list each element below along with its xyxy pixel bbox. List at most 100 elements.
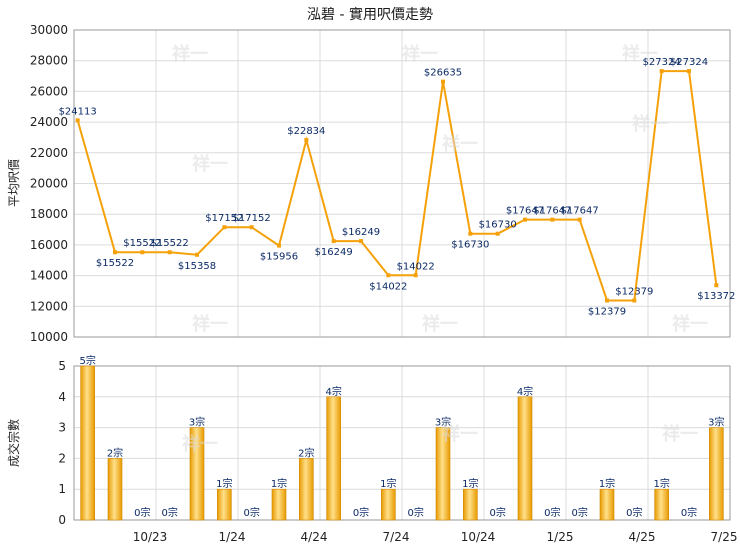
price-point [75, 118, 80, 123]
price-point [413, 273, 418, 278]
price-data-label: $14022 [397, 261, 435, 272]
price-data-label: $13372 [697, 291, 735, 302]
x-tick-label: 4/24 [301, 530, 328, 544]
volume-bar-label: 0宗 [489, 506, 505, 519]
volume-bar [435, 427, 451, 521]
price-point [249, 225, 254, 230]
x-tick-label: 1/25 [547, 530, 574, 544]
price-tick-label: 12000 [30, 299, 68, 313]
price-axis-label: 平均呎價 [7, 159, 21, 207]
price-data-label: $27324 [670, 57, 708, 68]
price-point [441, 79, 445, 84]
volume-bar-label: 0宗 [571, 506, 587, 519]
price-data-label: $12379 [615, 286, 653, 297]
price-line [76, 70, 718, 302]
watermark-text: 祥一 [442, 423, 478, 445]
price-point [550, 217, 555, 222]
price-tick-label: 10000 [30, 330, 68, 344]
watermark-text: 祥一 [422, 313, 458, 335]
volume-bar [80, 365, 95, 521]
watermark-text: 祥一 [672, 313, 708, 335]
price-data-label: $17152 [233, 213, 271, 224]
price-data-label: $15956 [260, 252, 298, 263]
volume-bar [271, 488, 287, 521]
price-data-label: $15358 [178, 261, 216, 272]
volume-bar-label: 1宗 [653, 477, 669, 490]
volume-bar-label: 0宗 [243, 506, 259, 519]
price-data-label: $16249 [315, 247, 353, 258]
price-point [523, 217, 527, 222]
price-data-label: $16249 [342, 227, 380, 238]
volume-bar [217, 488, 232, 521]
price-data-label: $24113 [59, 106, 97, 117]
price-tick-label: 28000 [30, 54, 68, 68]
watermark-text: 祥一 [172, 43, 208, 65]
price-tick-label: 18000 [30, 207, 68, 221]
price-data-label: $12379 [588, 306, 626, 317]
volume-bar-label: 1宗 [599, 477, 615, 490]
price-tick-label: 22000 [30, 146, 68, 160]
volume-tick-label: 3 [58, 421, 66, 435]
price-point [222, 225, 227, 230]
price-point [632, 298, 637, 303]
volume-bar-label: 0宗 [681, 506, 697, 519]
x-tick-label: 4/25 [629, 530, 656, 544]
price-point [304, 137, 309, 142]
volume-bar [709, 427, 724, 521]
price-point [195, 252, 199, 257]
volume-bar-label: 0宗 [544, 506, 560, 519]
price-data-label: $17152 [205, 213, 243, 224]
volume-bar [107, 458, 123, 521]
x-tick-label: 10/24 [461, 530, 496, 544]
volume-bar-label: 1宗 [271, 477, 287, 490]
watermark-text: 祥一 [622, 43, 658, 65]
volume-bar [463, 488, 478, 521]
watermark-text: 祥一 [632, 113, 668, 135]
price-tick-label: 24000 [30, 115, 68, 129]
price-data-label: $15522 [123, 238, 161, 249]
volume-bar-label: 1宗 [380, 477, 396, 490]
volume-bar-label: 0宗 [353, 506, 369, 519]
price-point [605, 298, 609, 303]
price-tick-label: 16000 [30, 238, 68, 252]
price-data-label: $22834 [287, 126, 325, 137]
volume-axis-label: 成交宗數 [6, 419, 21, 467]
volume-bar [654, 488, 669, 521]
volume-bar-label: 3宗 [189, 416, 205, 429]
price-data-label: $15522 [151, 238, 189, 249]
watermark-text: 祥一 [662, 423, 698, 445]
volume-bar-label: 4宗 [517, 385, 533, 398]
price-data-label: $15522 [96, 258, 134, 269]
price-point [331, 239, 336, 244]
watermark-text: 祥一 [192, 313, 228, 335]
price-point [167, 250, 172, 255]
volume-bar-label: 5宗 [79, 354, 95, 367]
price-point [359, 239, 363, 244]
price-data-label: $14022 [369, 281, 407, 292]
price-frame [73, 29, 731, 338]
volume-bar-label: 0宗 [407, 506, 423, 519]
volume-tick-label: 0 [58, 513, 66, 527]
price-tick-label: 26000 [30, 84, 68, 98]
price-point [714, 283, 719, 288]
volume-bar-label: 0宗 [626, 506, 642, 519]
price-point [113, 250, 117, 255]
volume-tick-label: 2 [58, 451, 66, 465]
price-point [577, 217, 582, 222]
price-point [140, 250, 145, 255]
volume-bar-label: 4宗 [325, 385, 341, 398]
x-tick-label: 1/24 [219, 530, 246, 544]
x-tick-label: 10/23 [133, 530, 168, 544]
volume-bar [381, 488, 396, 521]
price-tick-label: 14000 [30, 269, 68, 283]
volume-bar-label: 0宗 [161, 506, 177, 519]
chart-title: 泓碧 - 實用呎價走勢 [307, 6, 433, 23]
price-tick-label: 20000 [30, 177, 68, 191]
volume-bar-label: 1宗 [462, 477, 478, 490]
price-data-label: $16730 [451, 240, 489, 251]
volume-tick-label: 4 [58, 390, 66, 404]
price-data-label: $27324 [643, 57, 681, 68]
volume-bar [326, 396, 341, 521]
price-point [659, 69, 664, 74]
